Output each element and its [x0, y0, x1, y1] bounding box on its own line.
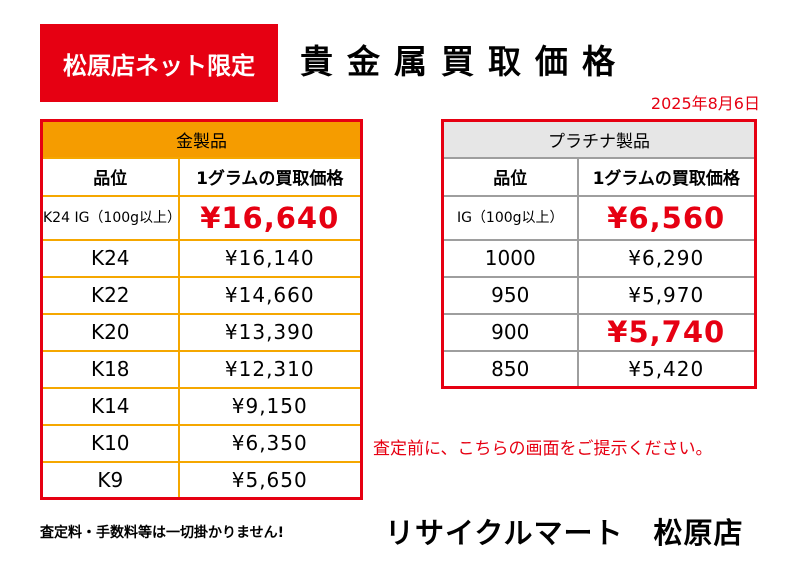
page-title: 貴金属買取価格	[300, 42, 629, 81]
price-cell: ¥6,290	[576, 238, 757, 278]
grade-cell: K14	[40, 386, 180, 426]
price-cell: ¥14,660	[177, 275, 363, 315]
price-date: 2025年8月6日	[650, 94, 760, 113]
grade-cell: 950	[441, 275, 579, 315]
grade-cell: K22	[40, 275, 180, 315]
price-cell: ¥5,650	[177, 460, 363, 500]
price-cell: ¥16,640	[177, 194, 363, 241]
price-cell: ¥5,970	[576, 275, 757, 315]
price-cell: ¥16,140	[177, 238, 363, 278]
grade-cell: K24 IG（100g以上）	[40, 194, 181, 241]
table-row: 900 ¥5,740	[441, 312, 757, 352]
shop-name: リサイクルマート 松原店	[385, 516, 744, 550]
table-row: K18 ¥12,310	[40, 349, 363, 389]
grade-cell: K9	[40, 460, 180, 500]
gold-col-price: 1グラムの買取価格	[177, 156, 363, 197]
grade-cell: K24	[40, 238, 180, 278]
table-row: 950 ¥5,970	[441, 275, 757, 315]
price-cell: ¥12,310	[177, 349, 363, 389]
price-cell: ¥6,350	[177, 423, 363, 463]
table-row: K24 ¥16,140	[40, 238, 363, 278]
price-cell: ¥5,420	[576, 349, 757, 389]
table-row: IG（100g以上） ¥6,560	[441, 194, 757, 241]
no-fee-footnote: 査定料・手数料等は一切掛かりません!	[40, 525, 284, 541]
grade-cell: 850	[441, 349, 579, 389]
gold-table-heading: 金製品	[40, 119, 363, 159]
price-cell: ¥5,740	[576, 312, 757, 352]
grade-cell: K10	[40, 423, 180, 463]
table-row: K10 ¥6,350	[40, 423, 363, 463]
table-row: K24 IG（100g以上） ¥16,640	[40, 194, 363, 241]
grade-cell: IG（100g以上）	[441, 194, 579, 241]
table-row: 1000 ¥6,290	[441, 238, 757, 278]
table-row: K22 ¥14,660	[40, 275, 363, 315]
platinum-col-grade: 品位	[441, 156, 579, 197]
grade-cell: K20	[40, 312, 180, 352]
price-cell: ¥13,390	[177, 312, 363, 352]
present-screen-notice: 査定前に、こちらの画面をご提示ください。	[373, 439, 713, 459]
grade-cell: 1000	[441, 238, 579, 278]
platinum-col-price: 1グラムの買取価格	[576, 156, 757, 197]
table-row: K20 ¥13,390	[40, 312, 363, 352]
gold-col-grade: 品位	[40, 156, 180, 197]
price-cell: ¥6,560	[576, 194, 757, 241]
table-row: K14 ¥9,150	[40, 386, 363, 426]
platinum-price-table: プラチナ製品 品位 1グラムの買取価格 IG（100g以上） ¥6,560 10…	[441, 119, 757, 389]
platinum-table-heading: プラチナ製品	[441, 119, 757, 159]
table-row: 850 ¥5,420	[441, 349, 757, 389]
gold-price-table: 金製品 品位 1グラムの買取価格 K24 IG（100g以上） ¥16,640 …	[40, 119, 363, 500]
table-row: K9 ¥5,650	[40, 460, 363, 500]
grade-cell: K18	[40, 349, 180, 389]
price-cell: ¥9,150	[177, 386, 363, 426]
store-limited-badge: 松原店ネット限定	[40, 24, 278, 102]
grade-cell: 900	[441, 312, 579, 352]
